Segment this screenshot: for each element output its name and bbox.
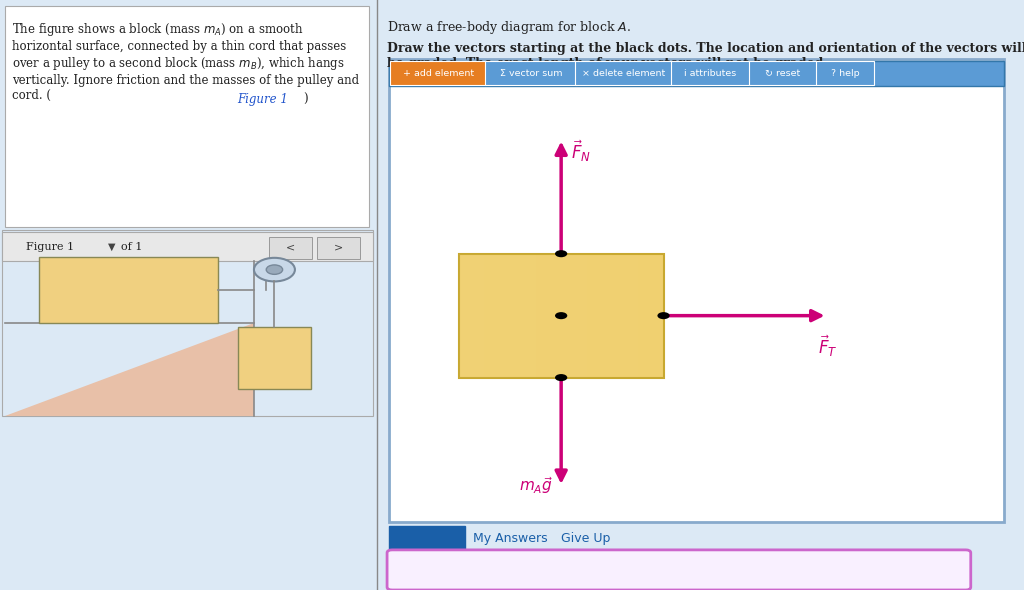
Text: >: > [334, 243, 344, 253]
Polygon shape [5, 323, 254, 416]
Circle shape [555, 312, 567, 319]
Text: ): ) [303, 93, 308, 106]
Bar [536, 254, 561, 378]
Text: <: < [286, 243, 296, 253]
Text: Submit: Submit [402, 532, 452, 545]
FancyBboxPatch shape [389, 59, 1004, 522]
Circle shape [657, 312, 670, 319]
FancyBboxPatch shape [485, 61, 577, 85]
Text: ↻ reset: ↻ reset [765, 68, 801, 78]
Text: ? help: ? help [831, 68, 859, 78]
Text: × delete element: × delete element [582, 68, 666, 78]
Circle shape [555, 250, 567, 257]
Text: i attributes: i attributes [684, 68, 736, 78]
Text: $m_B$: $m_B$ [262, 349, 287, 367]
Text: Figure 1: Figure 1 [26, 242, 74, 251]
FancyBboxPatch shape [390, 61, 486, 85]
Bar [612, 254, 638, 378]
Text: Give Up: Give Up [561, 532, 610, 545]
Circle shape [254, 258, 295, 281]
Text: $m_A\vec{g}$: $m_A\vec{g}$ [519, 475, 553, 496]
Bar [39, 257, 218, 323]
FancyBboxPatch shape [749, 61, 817, 85]
Bar [561, 254, 587, 378]
FancyBboxPatch shape [816, 61, 874, 85]
Bar [2, 232, 373, 261]
Bar [587, 254, 612, 378]
FancyBboxPatch shape [2, 230, 373, 416]
FancyBboxPatch shape [5, 6, 369, 227]
Text: Figure 1: Figure 1 [238, 93, 289, 106]
Bar [638, 254, 664, 378]
FancyBboxPatch shape [387, 550, 971, 590]
FancyBboxPatch shape [269, 237, 312, 259]
Bar [510, 254, 536, 378]
Bar [484, 254, 510, 378]
Text: My Answers: My Answers [473, 532, 548, 545]
FancyBboxPatch shape [389, 526, 465, 552]
Bar [377, 0, 1024, 590]
FancyBboxPatch shape [317, 237, 360, 259]
Text: Draw the vectors starting at the black dots. The location and orientation of the: Draw the vectors starting at the black d… [387, 42, 1024, 70]
Text: ▼: ▼ [108, 242, 115, 251]
Text: + add element: + add element [402, 68, 474, 78]
Bar [459, 254, 484, 378]
FancyBboxPatch shape [671, 61, 750, 85]
Bar [389, 61, 1004, 86]
Text: Incorrect; Try Again; 2 attempts remaining: Incorrect; Try Again; 2 attempts remaini… [502, 562, 856, 578]
Text: Draw a free-body diagram for block $A$.: Draw a free-body diagram for block $A$. [387, 19, 631, 36]
Text: $\vec{F}_T$: $\vec{F}_T$ [817, 333, 838, 359]
Text: Σ vector sum: Σ vector sum [500, 68, 562, 78]
Bar [238, 327, 311, 389]
FancyBboxPatch shape [575, 61, 672, 85]
Text: $m_A$: $m_A$ [117, 281, 141, 299]
Bar [459, 254, 664, 378]
Text: $\vec{F}_N$: $\vec{F}_N$ [571, 139, 592, 164]
Circle shape [555, 374, 567, 381]
Text: of 1: of 1 [121, 242, 142, 251]
Text: The figure shows a block (mass $m_A$) on a smooth
horizontal surface, connected : The figure shows a block (mass $m_A$) on… [12, 21, 359, 102]
Circle shape [266, 265, 283, 274]
